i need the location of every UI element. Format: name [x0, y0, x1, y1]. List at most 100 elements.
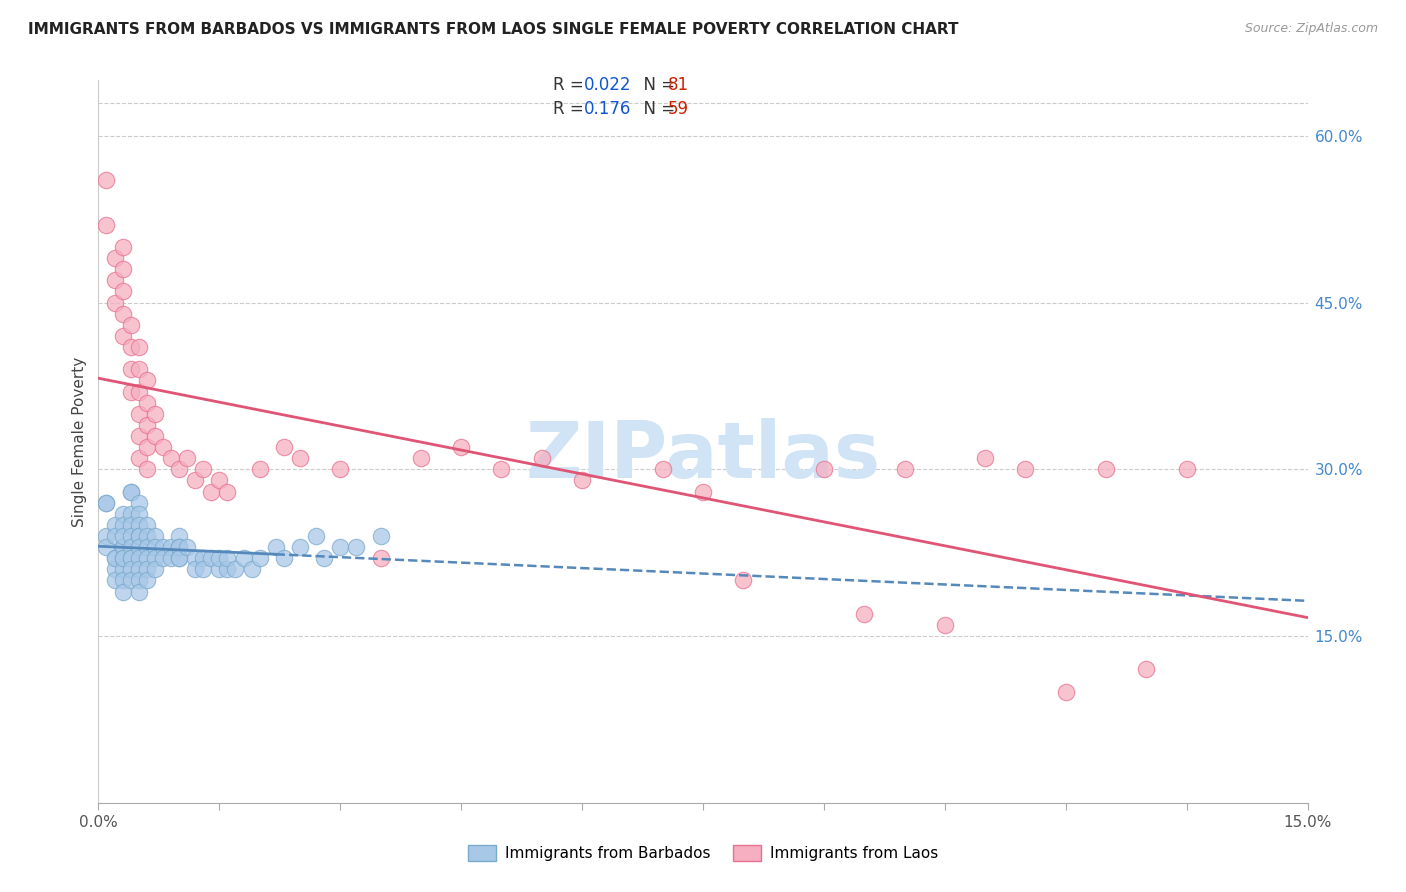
Point — [1095, 462, 1118, 476]
Point — [128, 517, 150, 532]
Point — [111, 551, 134, 566]
Point — [184, 562, 207, 576]
Point — [208, 562, 231, 576]
Point — [160, 540, 183, 554]
Point — [143, 551, 166, 566]
Point — [111, 240, 134, 254]
Point — [96, 496, 118, 510]
Point — [120, 551, 142, 566]
Point — [249, 462, 271, 476]
Point — [120, 517, 142, 532]
Point — [120, 362, 142, 376]
Point — [273, 551, 295, 566]
Point — [120, 484, 142, 499]
Point — [120, 562, 142, 576]
Point — [264, 540, 287, 554]
Point — [128, 429, 150, 443]
Point — [409, 451, 432, 466]
Point — [143, 562, 166, 576]
Point — [305, 529, 328, 543]
Y-axis label: Single Female Poverty: Single Female Poverty — [72, 357, 87, 526]
Point — [167, 529, 190, 543]
Point — [111, 517, 134, 532]
Point — [96, 218, 118, 232]
Point — [103, 529, 125, 543]
Point — [111, 562, 134, 576]
Point — [128, 496, 150, 510]
Point — [120, 540, 142, 554]
Text: 81: 81 — [668, 76, 689, 94]
Point — [120, 507, 142, 521]
Point — [240, 562, 263, 576]
Point — [208, 551, 231, 566]
Point — [853, 607, 876, 621]
Point — [329, 540, 352, 554]
Point — [120, 551, 142, 566]
Point — [152, 551, 174, 566]
Point — [135, 574, 157, 588]
Text: 0.176: 0.176 — [583, 100, 631, 118]
Point — [128, 529, 150, 543]
Point — [96, 540, 118, 554]
Point — [120, 384, 142, 399]
Point — [651, 462, 673, 476]
Point — [111, 540, 134, 554]
Point — [120, 574, 142, 588]
Point — [128, 340, 150, 354]
Point — [111, 285, 134, 299]
Point — [120, 340, 142, 354]
Point — [450, 440, 472, 454]
Point — [128, 407, 150, 421]
Point — [344, 540, 367, 554]
Point — [217, 484, 239, 499]
Point — [128, 451, 150, 466]
Text: R =: R = — [553, 76, 589, 94]
Point — [160, 551, 183, 566]
Point — [128, 507, 150, 521]
Point — [184, 474, 207, 488]
Point — [111, 584, 134, 599]
Point — [128, 384, 150, 399]
Text: Source: ZipAtlas.com: Source: ZipAtlas.com — [1244, 22, 1378, 36]
Point — [103, 295, 125, 310]
Point — [120, 484, 142, 499]
Point — [128, 584, 150, 599]
Point — [813, 462, 835, 476]
Point — [193, 551, 215, 566]
Point — [111, 307, 134, 321]
Point — [135, 540, 157, 554]
Point — [111, 540, 134, 554]
Point — [314, 551, 336, 566]
Point — [167, 540, 190, 554]
Point — [176, 540, 198, 554]
Point — [103, 551, 125, 566]
Point — [200, 484, 222, 499]
Point — [176, 451, 198, 466]
Point — [128, 562, 150, 576]
Point — [1054, 684, 1077, 698]
Point — [217, 562, 239, 576]
Point — [128, 551, 150, 566]
Point — [135, 462, 157, 476]
Point — [143, 407, 166, 421]
Point — [217, 551, 239, 566]
Point — [135, 529, 157, 543]
Point — [103, 551, 125, 566]
Point — [530, 451, 553, 466]
Point — [273, 440, 295, 454]
Point — [111, 507, 134, 521]
Text: N =: N = — [633, 100, 681, 118]
Text: 0.022: 0.022 — [583, 76, 631, 94]
Point — [193, 462, 215, 476]
Point — [143, 529, 166, 543]
Point — [111, 262, 134, 277]
Point — [184, 551, 207, 566]
Point — [329, 462, 352, 476]
Point — [692, 484, 714, 499]
Point — [491, 462, 513, 476]
Point — [128, 529, 150, 543]
Point — [135, 562, 157, 576]
Point — [1175, 462, 1198, 476]
Point — [143, 429, 166, 443]
Point — [111, 529, 134, 543]
